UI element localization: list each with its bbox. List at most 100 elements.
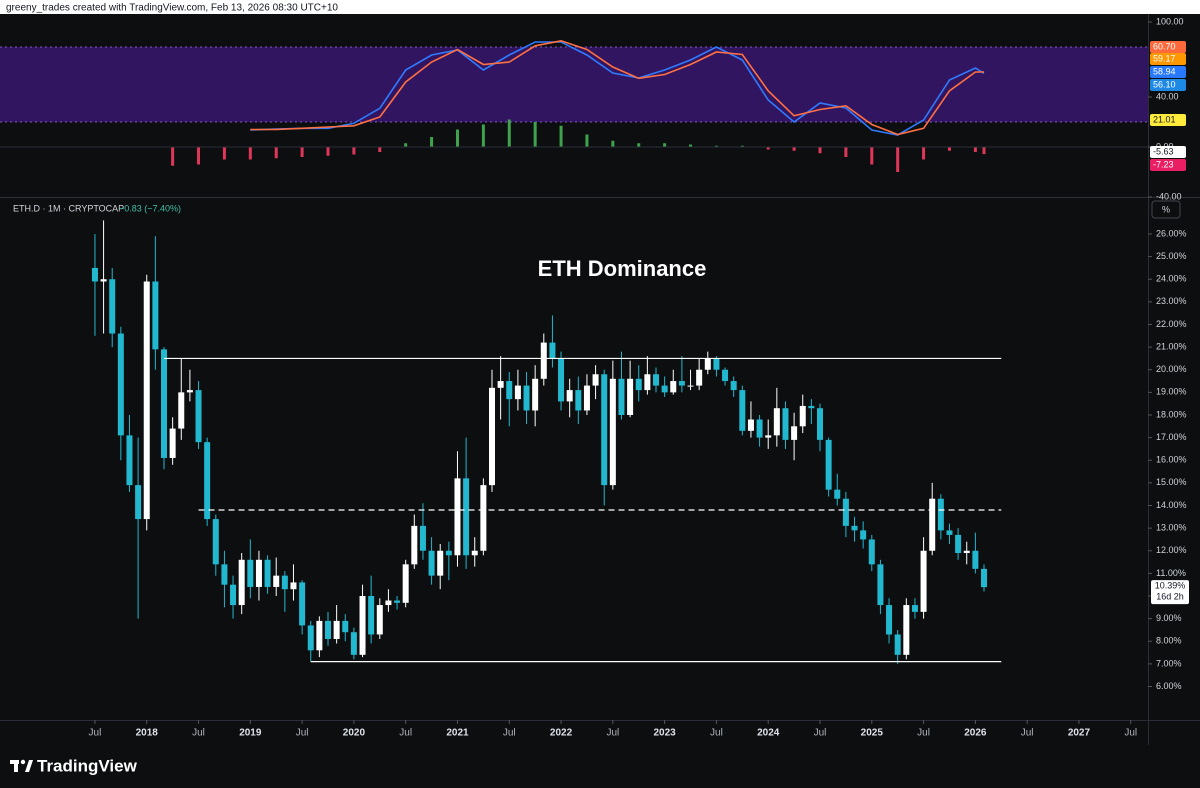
- candle-body: [825, 439, 832, 490]
- candle-body: [566, 390, 573, 402]
- candle-body: [765, 435, 772, 438]
- y-tick-label: 22.00%: [1156, 319, 1187, 329]
- x-tick-label: Jul: [399, 728, 412, 739]
- candle-body: [808, 405, 815, 409]
- candle-body: [722, 369, 729, 382]
- header-strip: [0, 0, 1200, 14]
- candle-body: [981, 568, 987, 588]
- candle-body: [333, 620, 340, 639]
- y-tick-label: 23.00%: [1156, 296, 1187, 306]
- histogram-bar: [611, 140, 615, 147]
- value-label: 59.17: [1153, 53, 1176, 63]
- histogram-bar: [248, 147, 252, 160]
- histogram-bar: [689, 144, 693, 147]
- candle-body: [756, 419, 763, 438]
- x-tick-label: 2023: [654, 728, 677, 739]
- candle-body: [920, 550, 927, 612]
- value-label: -5.63: [1153, 146, 1174, 156]
- y-tick-label: 100.00: [1156, 16, 1184, 26]
- histogram-bar: [818, 147, 822, 154]
- histogram-bar: [922, 147, 926, 160]
- candle-body: [454, 478, 461, 556]
- candle-body: [635, 378, 642, 391]
- value-label-box: [1150, 159, 1186, 171]
- histogram-bar: [507, 119, 511, 147]
- histogram-bar: [740, 145, 744, 147]
- x-tick-label: 2018: [136, 728, 159, 739]
- histogram-bar: [455, 129, 459, 147]
- x-tick-label: Jul: [1021, 728, 1034, 739]
- candle-body: [842, 498, 849, 526]
- candle-body: [471, 550, 478, 556]
- y-tick-label: 20.00%: [1156, 364, 1187, 374]
- histogram-bar: [973, 147, 977, 152]
- x-tick-label: 2019: [239, 728, 262, 739]
- x-tick-label: 2024: [757, 728, 780, 739]
- y-tick-label: 21.00%: [1156, 341, 1187, 351]
- candle-body: [376, 605, 383, 635]
- candle-body: [221, 564, 228, 585]
- x-tick-label: 2026: [964, 728, 987, 739]
- candle-body: [972, 550, 979, 569]
- candle-body: [135, 485, 142, 520]
- histogram-bar: [766, 147, 770, 150]
- value-label: 58.94: [1153, 66, 1176, 76]
- candle-body: [281, 575, 288, 590]
- candle-body: [609, 378, 616, 486]
- x-tick-label: 2025: [861, 728, 884, 739]
- candle-body: [350, 632, 357, 655]
- candle-body: [169, 428, 176, 458]
- histogram-bar: [481, 124, 485, 147]
- y-tick-label: 26.00%: [1156, 228, 1187, 238]
- header: greeny_trades created with TradingView.c…: [6, 3, 338, 14]
- last-price-label: 10.39%: [1155, 581, 1186, 591]
- x-tick-label: 2020: [343, 728, 366, 739]
- candle-body: [342, 620, 349, 633]
- candle-body: [773, 408, 780, 436]
- value-label-box: [1150, 66, 1186, 78]
- candle-body: [290, 582, 297, 590]
- countdown: 16d 2h: [1156, 592, 1184, 602]
- histogram-bar: [947, 147, 951, 151]
- x-tick-label: Jul: [503, 728, 516, 739]
- candle-body: [937, 498, 944, 531]
- histogram-bar: [714, 145, 718, 147]
- candle-body: [117, 333, 124, 436]
- histogram-bar: [274, 147, 278, 159]
- histogram-bar: [300, 147, 304, 157]
- histogram-bar: [792, 147, 796, 151]
- candle-body: [394, 600, 401, 603]
- candle-body: [445, 550, 452, 556]
- candle-body: [627, 378, 634, 415]
- candle-body: [368, 596, 375, 635]
- histogram-bar: [326, 147, 330, 156]
- histogram-bar: [430, 137, 434, 147]
- unit-button[interactable]: [1151, 200, 1181, 219]
- candle-body: [91, 267, 98, 282]
- candle-body: [670, 381, 677, 393]
- candle-body: [402, 564, 409, 603]
- histogram-bar: [222, 147, 226, 160]
- last-price-box: [1151, 580, 1189, 605]
- candle-body: [955, 534, 962, 554]
- histogram-bar: [197, 147, 201, 165]
- candle-body: [592, 374, 599, 386]
- y-tick-label: 9.00%: [1156, 613, 1182, 623]
- candle-body: [704, 358, 711, 370]
- unit-button-label[interactable]: %: [1162, 204, 1170, 214]
- candle-body: [161, 349, 167, 458]
- candle-body: [212, 519, 219, 565]
- candle-body: [204, 442, 211, 520]
- candle-body: [739, 390, 746, 431]
- price-panel: 6.00%7.00%8.00%9.00%10.00%11.00%12.00%13…: [89, 220, 1189, 739]
- candle-body: [195, 390, 202, 443]
- x-tick-label: Jul: [89, 728, 102, 739]
- candle-body: [255, 559, 262, 587]
- y-tick-label: 17.00%: [1156, 432, 1187, 442]
- histogram-bar: [352, 147, 356, 155]
- candle-body: [497, 381, 504, 388]
- candle-body: [946, 530, 953, 535]
- y-tick-label: 24.00%: [1156, 274, 1187, 284]
- x-tick-label: 2022: [550, 728, 573, 739]
